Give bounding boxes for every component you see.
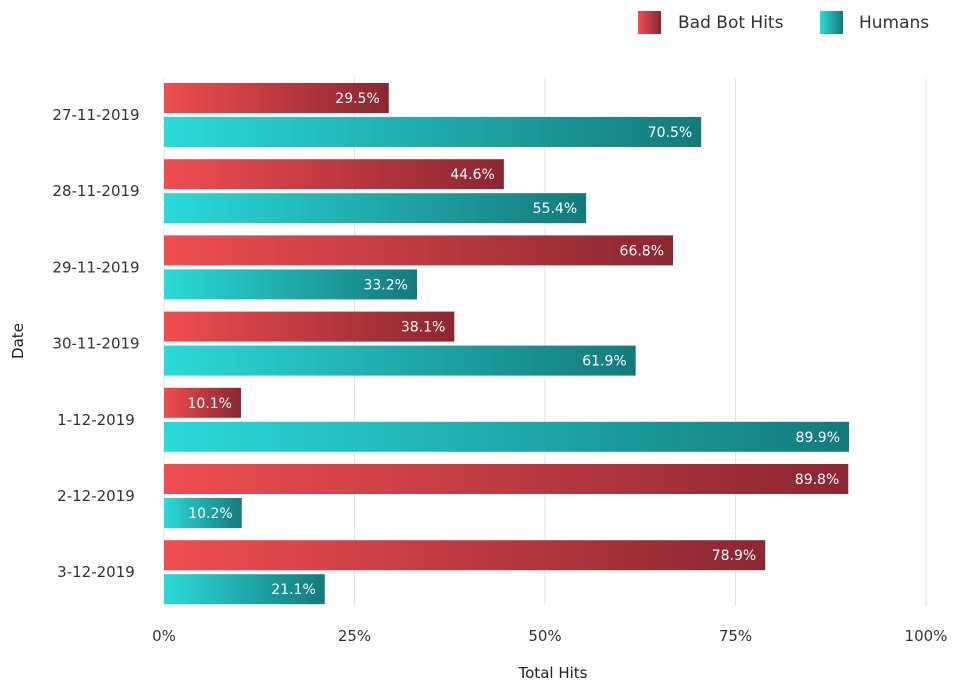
bar-value-label: 78.9% <box>712 548 756 564</box>
y-category-label: 2-12-2019 <box>57 487 135 505</box>
bar-value-label: 89.9% <box>796 430 840 446</box>
x-tick-labels-group: 0% 25% 50% 75% 100% <box>152 627 947 645</box>
legend-swatch-humans <box>820 11 843 34</box>
y-axis-title: Date <box>9 323 27 359</box>
bar-value-label: 66.8% <box>620 243 664 259</box>
bar-humans[interactable] <box>164 498 242 528</box>
bar-bad-bot-hits[interactable] <box>164 83 389 113</box>
bar-humans[interactable] <box>164 269 417 300</box>
y-category-label: 29-11-2019 <box>52 258 139 276</box>
legend-item-bad-bot-hits[interactable]: Bad Bot Hits <box>638 11 784 34</box>
bar-bad-bot-hits[interactable] <box>164 540 766 571</box>
bar-value-label: 10.1% <box>187 396 231 412</box>
bar-bad-bot-hits[interactable] <box>164 235 674 266</box>
legend-label-humans: Humans <box>859 13 929 33</box>
category-labels-group: 27-11-2019 28-11-2019 29-11-2019 30-11-2019… <box>52 106 139 581</box>
bar-humans[interactable] <box>164 117 702 147</box>
bar-humans[interactable] <box>164 574 325 605</box>
bar-value-label: 10.2% <box>188 506 232 522</box>
x-tick-label: 50% <box>528 627 561 645</box>
bar-value-label: 21.1% <box>271 582 315 598</box>
bar-value-label: 38.1% <box>401 320 445 336</box>
y-category-label: 30-11-2019 <box>52 335 139 353</box>
x-tick-label: 25% <box>338 627 371 645</box>
bar-humans[interactable] <box>164 421 850 452</box>
bar-value-label: 33.2% <box>363 277 407 293</box>
bar-value-label: 61.9% <box>582 354 626 370</box>
bar-humans[interactable] <box>164 193 587 224</box>
bar-bad-bot-hits[interactable] <box>164 311 455 342</box>
y-category-label: 3-12-2019 <box>57 563 135 581</box>
x-tick-label: 75% <box>719 627 752 645</box>
bar-value-label: 44.6% <box>450 167 494 183</box>
bar-bad-bot-hits[interactable] <box>164 464 849 494</box>
bar-bad-bot-hits[interactable] <box>164 159 504 190</box>
x-axis-title: Total Hits <box>518 664 588 682</box>
y-category-label: 1-12-2019 <box>57 411 135 429</box>
bar-value-label: 70.5% <box>648 125 692 141</box>
gridlines <box>163 78 927 606</box>
y-category-label: 27-11-2019 <box>52 106 139 124</box>
legend-item-humans[interactable]: Humans <box>820 11 929 34</box>
bars-group <box>164 83 850 605</box>
x-tick-label: 0% <box>152 627 176 645</box>
bar-value-label: 29.5% <box>335 91 379 107</box>
bar-value-label: 55.4% <box>533 201 577 217</box>
bar-labels-group: 29.5% 70.5% 44.6% 55.4% 66.8% 33.2% 38.1% 61.9%… <box>187 91 840 598</box>
legend: Bad Bot Hits Humans <box>638 11 929 34</box>
y-category-label: 28-11-2019 <box>52 182 139 200</box>
legend-swatch-bad-bot-hits <box>638 11 661 34</box>
bar-value-label: 89.8% <box>795 472 839 488</box>
legend-label-bad-bot-hits: Bad Bot Hits <box>678 13 784 33</box>
x-tick-label: 100% <box>905 627 948 645</box>
bar-humans[interactable] <box>164 345 636 376</box>
bar-bad-bot-hits[interactable] <box>164 387 241 418</box>
